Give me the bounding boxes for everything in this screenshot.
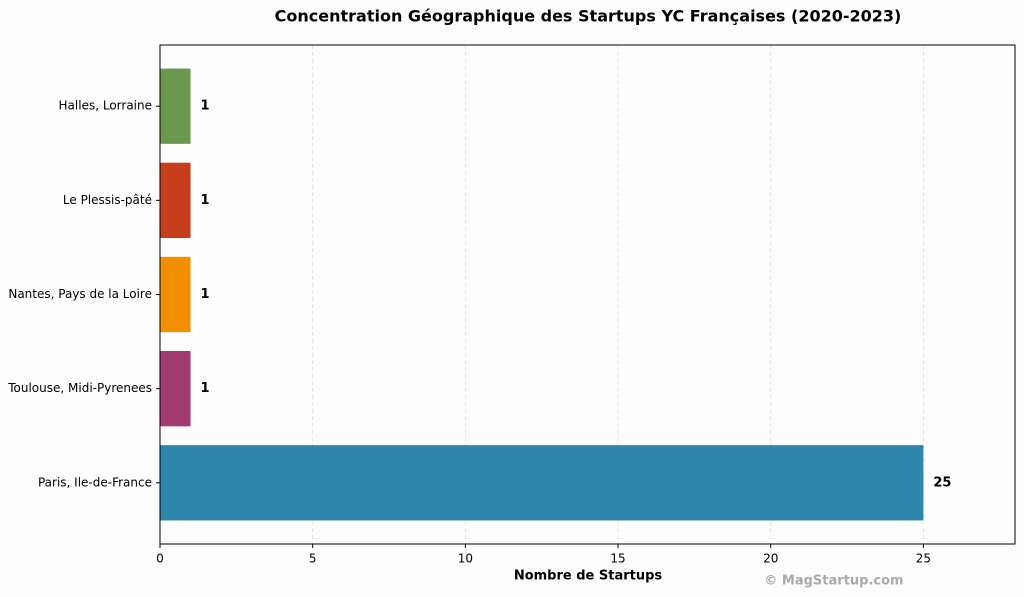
x-tick-label: 25 — [916, 552, 931, 566]
bar — [160, 256, 191, 333]
x-tick-label: 0 — [156, 552, 164, 566]
x-tick-label: 10 — [458, 552, 473, 566]
bar — [160, 445, 924, 521]
chart-title: Concentration Géographique des Startups … — [275, 7, 902, 26]
value-label: 25 — [933, 475, 951, 490]
y-tick-label: Le Plessis-pâté — [63, 193, 152, 207]
x-tick-label: 15 — [610, 552, 625, 566]
value-label: 1 — [201, 287, 210, 302]
plot-frame — [159, 44, 1016, 545]
bar — [160, 350, 191, 427]
value-label: 1 — [201, 193, 210, 208]
y-tick-label: Toulouse, Midi-Pyrenees — [7, 381, 152, 395]
y-tick-label: Halles, Lorraine — [59, 99, 152, 113]
watermark: © MagStartup.com — [764, 574, 903, 589]
y-tick-label: Paris, Ile-de-France — [38, 475, 152, 489]
bar — [160, 68, 191, 144]
bar — [160, 162, 191, 239]
value-label: 1 — [201, 381, 210, 396]
y-tick-label: Nantes, Pays de la Loire — [8, 287, 152, 301]
x-tick-label: 20 — [763, 552, 778, 566]
value-label: 1 — [201, 99, 210, 114]
x-tick-label: 5 — [309, 552, 317, 566]
x-axis-label: Nombre de Startups — [514, 569, 663, 584]
